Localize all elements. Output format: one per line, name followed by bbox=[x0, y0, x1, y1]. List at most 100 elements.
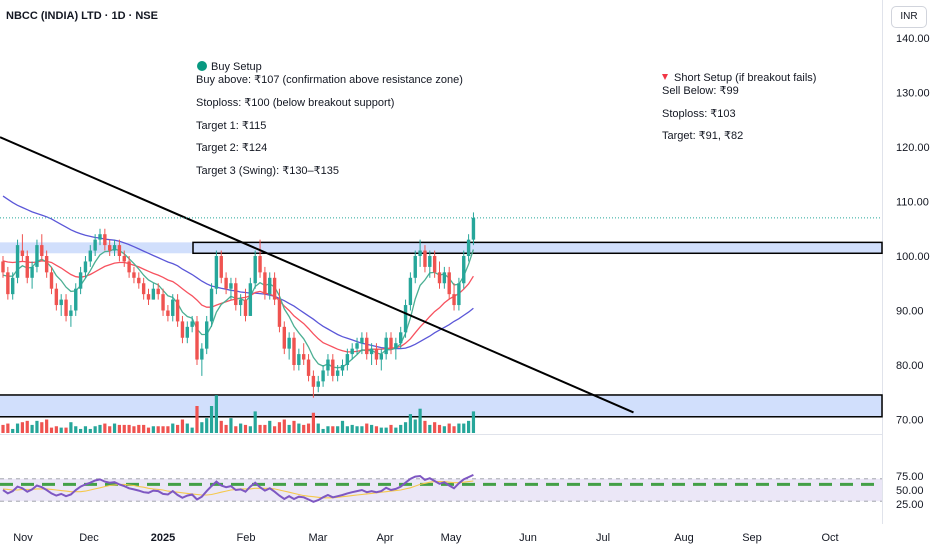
buy-setup-line: Stoploss: ₹100 (below breakout support) bbox=[196, 97, 395, 109]
short-setup-line: Sell Below: ₹99 bbox=[662, 85, 739, 97]
volume-bar bbox=[161, 426, 165, 433]
candle-body bbox=[272, 277, 277, 300]
volume-bar bbox=[471, 411, 476, 433]
candle-body bbox=[365, 337, 369, 355]
buy-setup-line: Buy above: ₹107 (confirmation above resi… bbox=[196, 74, 463, 86]
candle-body bbox=[399, 332, 403, 344]
candle-body bbox=[379, 354, 383, 360]
volume-bar bbox=[316, 423, 320, 433]
volume-bar bbox=[200, 422, 204, 433]
candle-body bbox=[171, 299, 175, 316]
volume-bar bbox=[176, 424, 180, 433]
candle-body bbox=[258, 256, 262, 273]
volume-bar bbox=[297, 423, 301, 433]
candle-body bbox=[185, 326, 189, 338]
ticker-title: NBCC (INDIA) LTD · 1D · NSE bbox=[6, 10, 158, 22]
volume-bar bbox=[54, 426, 58, 433]
candle-body bbox=[108, 245, 112, 251]
candle-body bbox=[20, 250, 25, 256]
buy-setup-title-row: Buy Setup bbox=[197, 61, 262, 73]
volume-bar bbox=[340, 420, 345, 433]
volume-bar bbox=[25, 420, 29, 433]
volume-bar bbox=[428, 424, 432, 433]
candle-body bbox=[25, 256, 29, 278]
volume-bar bbox=[273, 426, 277, 433]
volume-bar bbox=[205, 418, 209, 433]
rsi-tick-label: 25.00 bbox=[896, 499, 924, 511]
volume-bar bbox=[311, 412, 315, 433]
time-tick-label: Feb bbox=[237, 532, 256, 544]
volume-bar bbox=[462, 423, 466, 433]
volume-bar bbox=[437, 424, 442, 433]
volume-bar bbox=[156, 426, 160, 433]
time-tick-label: Jul bbox=[596, 532, 610, 544]
candle-body bbox=[195, 321, 199, 360]
candle-body bbox=[311, 375, 316, 387]
candle-body bbox=[161, 294, 165, 311]
support-zone-fill bbox=[0, 394, 882, 417]
short-setup-title-row: Short Setup (if breakout fails) bbox=[662, 72, 816, 84]
candle-body bbox=[98, 234, 102, 240]
candle-body bbox=[238, 299, 243, 306]
volume-bar bbox=[151, 426, 155, 433]
candle-body bbox=[360, 337, 364, 344]
rsi-tick-label: 75.00 bbox=[896, 471, 924, 483]
volume-bar bbox=[355, 426, 359, 433]
time-tick-label: Sep bbox=[742, 532, 762, 544]
ma-slow-line bbox=[2, 195, 474, 350]
time-tick-label: Mar bbox=[309, 532, 328, 544]
volume-bar bbox=[384, 427, 388, 433]
volume-bar bbox=[146, 427, 151, 433]
candle-body bbox=[209, 288, 214, 322]
volume-bar bbox=[219, 420, 223, 433]
candle-body bbox=[103, 234, 107, 246]
trendline bbox=[0, 136, 634, 414]
candle-body bbox=[190, 321, 194, 327]
candle-body bbox=[30, 266, 34, 278]
candle-body bbox=[205, 321, 209, 349]
rsi-line bbox=[2, 473, 474, 503]
volume-bar bbox=[365, 423, 369, 433]
volume-bar bbox=[117, 424, 121, 433]
time-tick-label: Jun bbox=[519, 532, 537, 544]
short-setup-line: Stoploss: ₹103 bbox=[662, 108, 736, 120]
price-tick-label: 70.00 bbox=[896, 415, 924, 427]
candle-body bbox=[432, 256, 437, 273]
candle-body bbox=[253, 256, 257, 284]
buy-setup-line: Target 2: ₹124 bbox=[196, 142, 268, 154]
candle-body bbox=[413, 256, 417, 278]
volume-bar bbox=[447, 423, 451, 433]
candle-body bbox=[83, 261, 88, 273]
candle-body bbox=[6, 272, 10, 295]
currency-button[interactable]: INR bbox=[891, 6, 927, 28]
volume-bar bbox=[35, 420, 39, 433]
volume-bar bbox=[209, 406, 214, 433]
candle-body bbox=[335, 370, 340, 376]
volume-bar bbox=[263, 424, 267, 433]
candle-body bbox=[331, 359, 335, 376]
volume-bar bbox=[379, 427, 383, 433]
volume-bar bbox=[457, 423, 461, 433]
candle-body bbox=[219, 256, 223, 278]
volume-bar bbox=[11, 428, 15, 433]
candle-body bbox=[437, 272, 442, 284]
candle-body bbox=[423, 250, 427, 267]
resistance-zone-fill bbox=[0, 242, 882, 254]
volume-bar bbox=[79, 428, 83, 433]
candle-body bbox=[78, 272, 83, 289]
resistance-zone bbox=[192, 241, 883, 255]
time-axis: Nov Dec 2025 Feb Mar Apr May Jun Jul Aug Sep Oct bbox=[13, 532, 838, 544]
candle-body bbox=[355, 343, 359, 349]
candle-body bbox=[447, 272, 451, 295]
volume-bar bbox=[132, 426, 136, 433]
volume-bar bbox=[360, 426, 364, 433]
candle-body bbox=[117, 245, 122, 256]
candle-body bbox=[69, 310, 73, 316]
candle-body bbox=[156, 288, 160, 295]
price-tick-label: 130.00 bbox=[896, 88, 930, 100]
candle-body bbox=[369, 348, 374, 355]
volume-bar bbox=[20, 422, 24, 433]
candle-body bbox=[180, 321, 185, 338]
volume-bar bbox=[122, 424, 126, 433]
candle-body bbox=[452, 294, 456, 306]
